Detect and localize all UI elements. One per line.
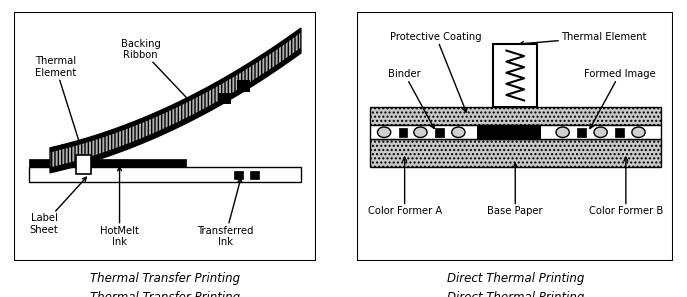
Text: Binder: Binder	[388, 69, 434, 128]
Circle shape	[414, 127, 427, 138]
Circle shape	[452, 127, 465, 138]
Text: Color Former B: Color Former B	[589, 157, 663, 217]
Bar	[435, 127, 444, 137]
Text: Base Paper: Base Paper	[488, 163, 543, 217]
Text: Protective Coating: Protective Coating	[390, 32, 482, 112]
Polygon shape	[50, 48, 301, 173]
Bar	[234, 170, 243, 179]
Bar	[76, 155, 91, 173]
Text: Thermal
Element: Thermal Element	[35, 56, 82, 151]
Bar	[238, 80, 249, 92]
Polygon shape	[50, 28, 301, 152]
Bar	[370, 139, 661, 167]
Text: Transferred
Ink: Transferred Ink	[197, 178, 254, 247]
Bar	[370, 107, 661, 125]
Bar	[219, 93, 232, 104]
Circle shape	[594, 127, 607, 138]
Text: Thermal Element: Thermal Element	[519, 32, 646, 46]
Bar	[29, 167, 301, 181]
Text: Color Former A: Color Former A	[368, 157, 442, 217]
Bar	[398, 127, 407, 137]
Circle shape	[377, 127, 391, 138]
Bar	[249, 170, 258, 179]
Text: Formed Image: Formed Image	[584, 69, 655, 128]
Text: HotMelt
Ink: HotMelt Ink	[100, 167, 139, 247]
Circle shape	[632, 127, 645, 138]
Bar	[477, 125, 541, 139]
Text: Thermal Transfer Printing: Thermal Transfer Printing	[90, 291, 240, 297]
Bar	[615, 127, 624, 137]
Bar	[493, 44, 537, 107]
Polygon shape	[50, 28, 301, 173]
Bar	[29, 159, 186, 167]
Text: Label
Sheet: Label Sheet	[30, 177, 87, 235]
Text: Direct Thermal Printing: Direct Thermal Printing	[447, 272, 584, 285]
Circle shape	[556, 127, 570, 138]
Text: Backing
Ribbon: Backing Ribbon	[121, 39, 192, 104]
Text: Thermal Transfer Printing: Thermal Transfer Printing	[90, 272, 240, 285]
Bar	[577, 127, 586, 137]
Bar	[370, 125, 661, 139]
Text: Direct Thermal Printing: Direct Thermal Printing	[447, 291, 584, 297]
